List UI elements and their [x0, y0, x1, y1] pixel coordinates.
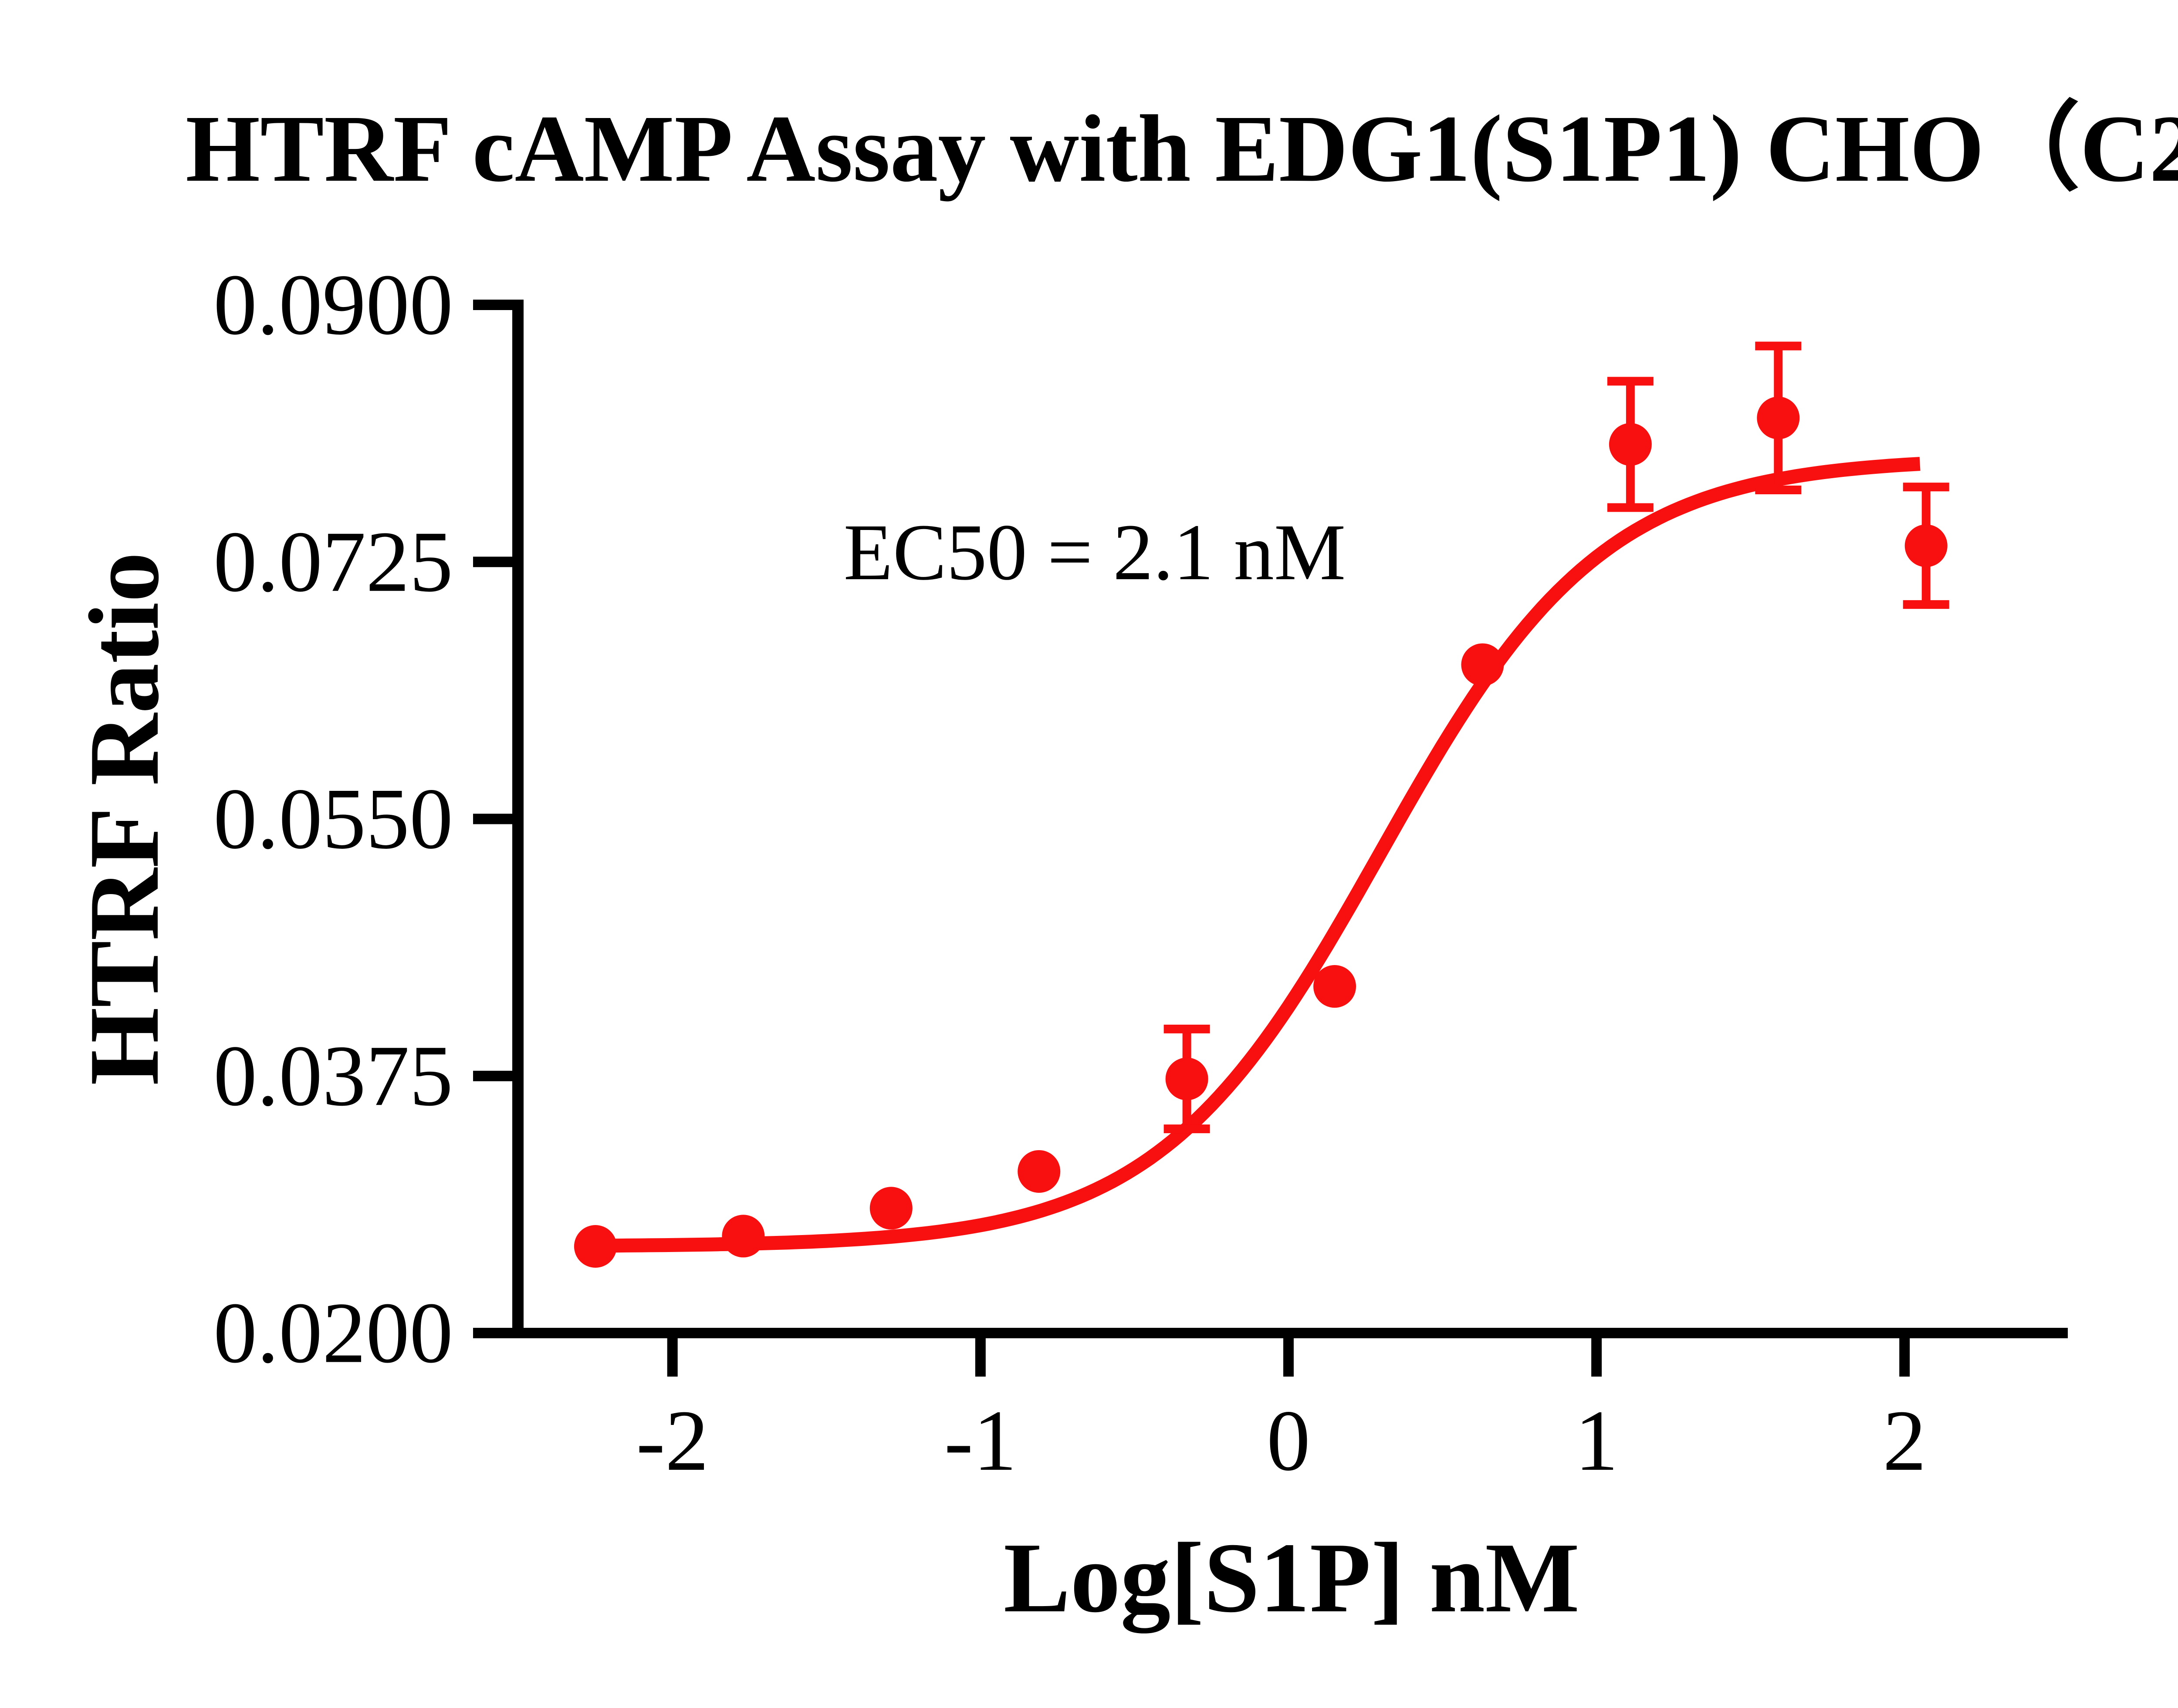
x-tick-label: 2 — [1883, 1393, 1926, 1489]
y-axis-title: HTRF Ratio — [68, 552, 179, 1085]
y-tick-label: 0.0725 — [213, 514, 453, 610]
data-point — [722, 1215, 765, 1258]
x-tick-label: -2 — [636, 1393, 709, 1489]
y-tick-label: 0.0375 — [213, 1028, 453, 1124]
data-point — [1609, 423, 1652, 466]
data-point — [574, 1225, 617, 1268]
fit-curve — [595, 457, 1921, 1253]
x-tick-label: 0 — [1267, 1393, 1310, 1489]
data-point — [1904, 524, 1948, 567]
axes: 0.0200 0.0375 0.0550 0.0725 0.0900 -2 -1 0 1 2 — [213, 257, 2068, 1489]
data-point — [1165, 1057, 1208, 1100]
data-point — [1757, 396, 1800, 439]
data-point — [869, 1187, 913, 1230]
x-tick-label: -1 — [944, 1393, 1017, 1489]
y-tick-label: 0.0550 — [213, 771, 453, 867]
data-point — [1018, 1150, 1061, 1193]
chart-title: HTRF cAMP Assay with EDG1(S1P1) CHO（C25） — [186, 95, 2178, 202]
x-axis-title: Log[S1P] nM — [1004, 1522, 1580, 1634]
data-point — [1313, 965, 1356, 1008]
x-tick-label: 1 — [1575, 1393, 1618, 1489]
plot-series — [574, 341, 1949, 1268]
ec50-annotation: EC50 = 2.1 nM — [844, 508, 1346, 597]
y-tick-label: 0.0200 — [213, 1285, 453, 1381]
data-point — [1461, 643, 1504, 686]
y-tick-label: 0.0900 — [213, 257, 453, 353]
